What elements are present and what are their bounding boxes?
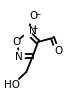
Circle shape	[53, 44, 61, 56]
Circle shape	[24, 26, 32, 38]
Text: −: −	[34, 10, 41, 19]
Text: O: O	[54, 46, 63, 56]
Text: N: N	[29, 26, 37, 36]
Text: HO: HO	[4, 80, 20, 90]
Circle shape	[11, 78, 19, 88]
Text: O: O	[30, 11, 38, 21]
Circle shape	[16, 50, 24, 62]
Text: +: +	[31, 24, 38, 33]
Circle shape	[28, 12, 36, 24]
Text: O: O	[12, 37, 20, 47]
Circle shape	[12, 36, 20, 48]
Text: N: N	[15, 52, 23, 62]
